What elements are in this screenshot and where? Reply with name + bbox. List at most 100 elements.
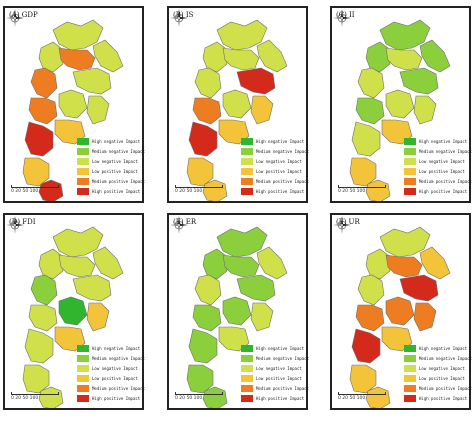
scale-line bbox=[11, 392, 59, 395]
legend-swatch bbox=[241, 147, 253, 155]
legend-swatch bbox=[241, 137, 253, 145]
map-region bbox=[355, 97, 385, 125]
legend-label: Medium positive Impact bbox=[419, 385, 472, 391]
scale-labels: 0 20 50 100 bbox=[11, 189, 39, 194]
legend-swatch bbox=[77, 137, 89, 145]
legend-label: Low positive Impact bbox=[256, 168, 302, 174]
map-region bbox=[28, 304, 58, 332]
legend-swatch bbox=[77, 364, 89, 372]
map-region bbox=[30, 67, 58, 99]
legend-item: Medium positive Impact bbox=[404, 383, 472, 393]
region-map bbox=[22, 226, 124, 408]
legend-item: Low negative Impact bbox=[241, 363, 307, 373]
legend-label: Low negative Impact bbox=[256, 365, 302, 371]
legend-item: High positive Impact bbox=[241, 393, 307, 403]
map-region bbox=[351, 328, 381, 364]
map-region bbox=[365, 248, 391, 280]
legend-item: High negative Impact bbox=[404, 343, 470, 353]
legend-swatch bbox=[241, 187, 253, 195]
legend-label: Low positive Impact bbox=[92, 168, 138, 174]
legend-label: High positive Impact bbox=[256, 188, 305, 194]
legend-item: High positive Impact bbox=[404, 186, 470, 196]
map-region bbox=[194, 274, 222, 306]
map-region bbox=[236, 274, 276, 302]
legend-label: Low positive Impact bbox=[256, 375, 302, 381]
legend-item: High negative Impact bbox=[241, 136, 307, 146]
legend-swatch bbox=[77, 374, 89, 382]
map-region bbox=[38, 386, 64, 408]
legend-label: Low negative Impact bbox=[92, 158, 138, 164]
map-region bbox=[58, 296, 88, 326]
legend-item: High negative Impact bbox=[77, 343, 143, 353]
map-region bbox=[365, 386, 391, 408]
legend-label: Low negative Impact bbox=[419, 158, 465, 164]
legend-swatch bbox=[404, 364, 416, 372]
legend-swatch bbox=[241, 344, 253, 352]
legend-label: Medium positive Impact bbox=[92, 178, 145, 184]
legend-label: Medium positive Impact bbox=[419, 178, 472, 184]
legend-swatch bbox=[404, 394, 416, 402]
map-region bbox=[385, 89, 415, 119]
map-region bbox=[222, 47, 260, 71]
map-region bbox=[222, 254, 260, 278]
legend-swatch bbox=[77, 384, 89, 392]
north-arrow-compass-icon bbox=[170, 216, 188, 234]
scale-bar: 0 20 50 100 bbox=[11, 392, 63, 404]
legend-swatch bbox=[241, 157, 253, 165]
map-region bbox=[357, 67, 385, 99]
map-region bbox=[379, 226, 431, 258]
legend-swatch bbox=[404, 137, 416, 145]
legend-item: Low positive Impact bbox=[77, 373, 143, 383]
legend-item: High positive Impact bbox=[241, 186, 307, 196]
legend-swatch bbox=[241, 167, 253, 175]
map-region bbox=[256, 39, 288, 73]
map-region bbox=[52, 19, 104, 51]
legend-label: Medium negative Impact bbox=[419, 148, 472, 154]
legend-label: Low negative Impact bbox=[419, 365, 465, 371]
scale-bar: 0 20 50 100 bbox=[175, 185, 227, 197]
legend-swatch bbox=[77, 344, 89, 352]
legend-item: Medium positive Impact bbox=[77, 176, 145, 186]
region-map bbox=[186, 19, 288, 201]
map-region bbox=[186, 364, 214, 394]
map-region bbox=[349, 364, 377, 394]
legend-item: High negative Impact bbox=[404, 136, 470, 146]
north-arrow-compass-icon bbox=[6, 216, 24, 234]
map-region bbox=[216, 19, 268, 51]
map-region bbox=[72, 67, 112, 95]
legend-item: Low positive Impact bbox=[241, 373, 307, 383]
map-region bbox=[202, 41, 228, 73]
legend-label: Low negative Impact bbox=[92, 365, 138, 371]
legend-item: Medium negative Impact bbox=[404, 146, 472, 156]
map-region bbox=[413, 95, 437, 125]
map-region bbox=[186, 157, 214, 187]
map-region bbox=[92, 39, 124, 73]
legend-item: High positive Impact bbox=[77, 186, 143, 196]
legend-label: High positive Impact bbox=[419, 395, 468, 401]
map-legend: High negative Impact Medium negative Impa… bbox=[404, 343, 472, 403]
legend-swatch bbox=[241, 384, 253, 392]
map-region bbox=[22, 157, 50, 187]
north-arrow-compass-icon bbox=[6, 9, 24, 27]
map-panel: (D) FDI High negative Impact Medium negati… bbox=[3, 213, 145, 410]
region-map bbox=[22, 19, 124, 201]
map-panel: (A) GDP High negative Impact Medium negati… bbox=[3, 6, 145, 203]
north-arrow-compass-icon bbox=[170, 9, 188, 27]
map-region bbox=[355, 304, 385, 332]
legend-swatch bbox=[404, 147, 416, 155]
legend-swatch bbox=[77, 394, 89, 402]
legend-item: Medium positive Impact bbox=[404, 176, 472, 186]
legend-swatch bbox=[241, 177, 253, 185]
legend-label: Medium negative Impact bbox=[256, 148, 309, 154]
map-region bbox=[385, 254, 423, 278]
map-region bbox=[24, 328, 54, 364]
legend-item: Medium negative Impact bbox=[241, 353, 309, 363]
map-region bbox=[399, 274, 439, 302]
legend-label: High positive Impact bbox=[419, 188, 468, 194]
region-map bbox=[349, 226, 451, 408]
scale-labels: 0 20 50 100 bbox=[11, 396, 39, 401]
panel-title: (E) ER bbox=[173, 218, 197, 226]
map-region bbox=[58, 47, 96, 71]
panel-title: (B) IS bbox=[173, 11, 194, 19]
scale-bar: 0 20 50 100 bbox=[11, 185, 63, 197]
